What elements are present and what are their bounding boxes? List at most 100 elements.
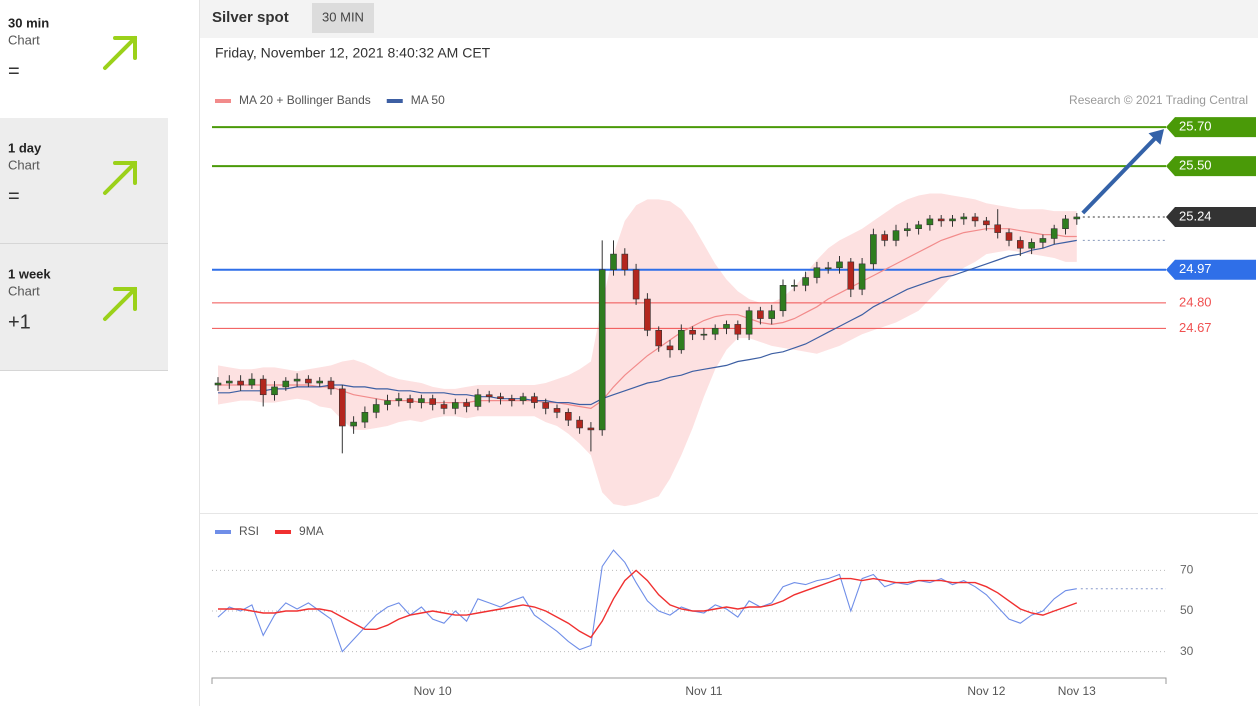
candle-body: [757, 310, 764, 319]
card-signal: +1: [8, 311, 31, 333]
candle-body: [994, 224, 1002, 233]
attribution: Research © 2021 Trading Central: [1069, 93, 1248, 107]
candle-body: [259, 378, 267, 396]
legend-swatch: [275, 530, 292, 534]
timeframe: 30 MIN: [322, 9, 364, 24]
candle-body: [361, 412, 369, 423]
candle-body: [790, 285, 798, 287]
x-axis: [211, 677, 1167, 684]
candle-body: [610, 253, 617, 271]
candle-body: [836, 261, 843, 269]
candle-body: [1016, 240, 1024, 249]
card-period: 1 day: [8, 140, 42, 155]
level-label: 24.67: [1179, 320, 1212, 335]
candle-body: [677, 329, 685, 351]
candle-body: [655, 329, 663, 347]
candle-body: [293, 378, 301, 382]
candle-body: [440, 404, 448, 409]
legend-swatch: [215, 99, 231, 103]
x-tick-label: Nov 10: [414, 684, 452, 698]
legend-label: MA 20 + Bollinger Bands: [239, 93, 371, 107]
level-label: 24.80: [1179, 294, 1212, 309]
timeframe-badge[interactable]: [312, 3, 374, 33]
candle-body: [350, 421, 357, 427]
candle-body: [711, 328, 719, 335]
level-tag: [1166, 259, 1256, 280]
level-label: 25.24: [1179, 208, 1212, 223]
instrument: Silver spot: [212, 9, 289, 26]
candle-body: [531, 396, 538, 403]
candle-body: [949, 218, 956, 222]
candle-body: [406, 398, 414, 403]
candle-body: [587, 427, 595, 431]
level-tag: [1166, 117, 1256, 138]
candle-body: [576, 419, 583, 429]
card[interactable]: [0, 244, 168, 370]
card-period: 30 min: [8, 15, 49, 30]
x-tick-label: Nov 12: [967, 684, 1005, 698]
candle-body: [824, 267, 832, 270]
candle-body: [983, 220, 990, 226]
card-signal: =: [8, 60, 20, 82]
candle-body: [214, 382, 222, 386]
candle-body: [621, 253, 629, 271]
candle-body: [926, 218, 934, 226]
candle-body: [508, 398, 516, 401]
candle-body: [237, 380, 244, 386]
candle-body: [847, 261, 855, 290]
candle-body: [564, 412, 572, 421]
candle-body: [429, 398, 437, 405]
candle-body: [327, 380, 335, 390]
candle-body: [1062, 218, 1069, 229]
candle-body: [497, 396, 504, 399]
candle-body: [689, 329, 696, 335]
candle-body: [384, 400, 391, 405]
candle-body: [813, 267, 821, 278]
legend-swatch: [386, 99, 403, 103]
candle-body: [226, 380, 233, 384]
candle-body: [632, 269, 640, 300]
level-tag: [1166, 206, 1256, 227]
target-arrow-head: [1148, 129, 1164, 145]
candle-body: [768, 310, 776, 319]
y-tick-label: 70: [1180, 563, 1194, 577]
candle-body: [858, 263, 866, 290]
candle-body: [915, 224, 922, 229]
candle-body: [542, 402, 550, 409]
legend-swatch: [215, 530, 231, 534]
candle-body: [1050, 228, 1058, 239]
card-period: 1 week: [8, 266, 51, 281]
card[interactable]: [0, 0, 168, 118]
target-arrow: [1081, 134, 1159, 215]
candle-body: [271, 386, 278, 396]
legend-label: 9MA: [299, 524, 324, 538]
candle-body: [802, 277, 809, 286]
candle-body: [745, 310, 753, 335]
x-tick-label: Nov 13: [1058, 684, 1096, 698]
candle-body: [870, 234, 877, 265]
candle-body: [960, 216, 968, 220]
trend-arrow: [103, 161, 137, 195]
x-tick-label: Nov 11: [685, 684, 722, 698]
header-bar: [200, 0, 1258, 38]
candle-body: [666, 345, 674, 351]
card-label: Chart: [8, 283, 40, 298]
card-label: Chart: [8, 32, 40, 47]
datetime: Friday, November 12, 2021 8:40:32 AM CET: [215, 45, 491, 61]
card-label: Chart: [8, 157, 40, 172]
level-label: 24.97: [1179, 261, 1212, 276]
card[interactable]: [0, 118, 168, 243]
candle-body: [723, 324, 730, 329]
candle-body: [519, 396, 527, 401]
level-label: 25.50: [1179, 158, 1212, 173]
level-tag: [1166, 156, 1256, 177]
trend-arrow: [103, 287, 137, 321]
candle-body: [903, 228, 911, 231]
candle-body: [779, 285, 787, 312]
candle-body: [971, 216, 979, 222]
candle-body: [485, 394, 493, 397]
candle-body: [305, 378, 312, 384]
ma-line: [218, 228, 1077, 410]
